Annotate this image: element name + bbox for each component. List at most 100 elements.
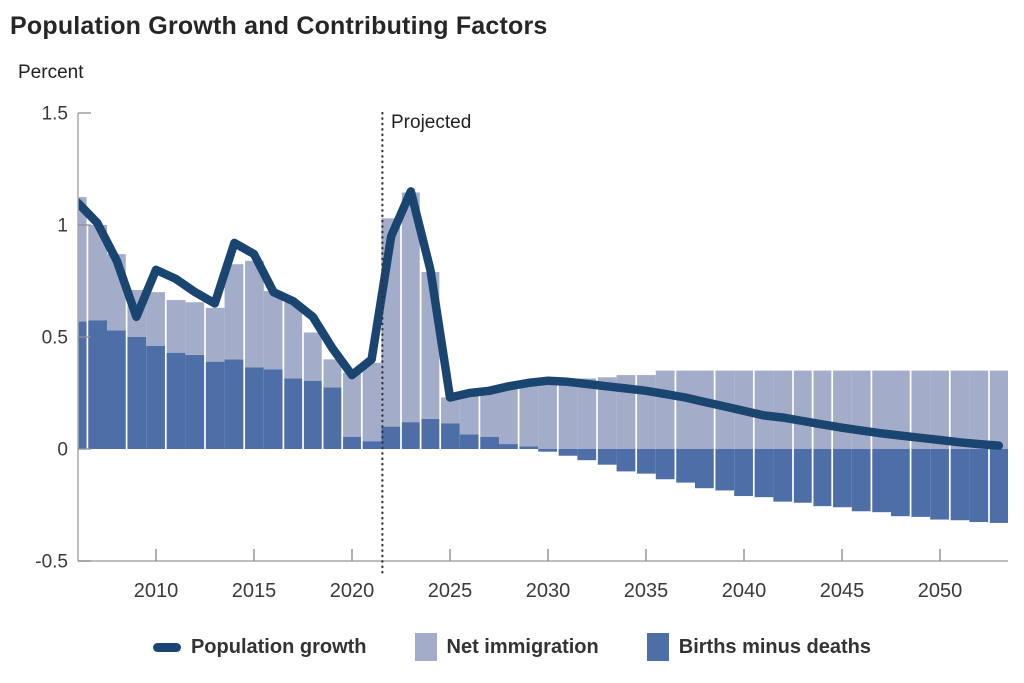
y-tick-label: 0 <box>57 440 68 461</box>
legend-item-population-growth: Population growth <box>152 635 367 659</box>
x-tick-label: 2050 <box>918 580 963 602</box>
bar-births-minus-deaths <box>734 449 754 497</box>
bar-births-minus-deaths <box>224 359 245 449</box>
bar-births-minus-deaths <box>714 449 735 491</box>
x-tick-label: 2040 <box>722 580 767 602</box>
bar-net-immigration <box>361 362 382 442</box>
bar-births-minus-deaths <box>753 449 774 498</box>
bar-births-minus-deaths <box>871 449 891 513</box>
bar-net-immigration <box>930 370 950 449</box>
bar-births-minus-deaths <box>812 449 833 507</box>
legend-label: Net immigration <box>446 635 599 658</box>
projected-label: Projected <box>391 112 472 133</box>
bar-net-immigration <box>283 302 303 379</box>
bar-net-immigration <box>812 370 833 449</box>
bar-net-immigration <box>891 370 911 449</box>
bar-births-minus-deaths <box>577 449 597 461</box>
legend: Population growth Net immigration Births… <box>0 633 1024 661</box>
x-tick-label: 2020 <box>330 580 375 602</box>
bar-births-minus-deaths <box>185 354 205 449</box>
bar-net-immigration <box>440 397 460 424</box>
bar-net-immigration <box>949 370 970 449</box>
bar-net-immigration <box>753 370 774 449</box>
bar-net-immigration <box>832 370 852 449</box>
bar-net-immigration <box>597 377 617 449</box>
bar-births-minus-deaths <box>283 378 303 449</box>
bar-net-immigration <box>342 372 362 437</box>
bar-births-minus-deaths <box>420 418 441 449</box>
bar-net-immigration <box>459 393 480 435</box>
bar-births-minus-deaths <box>303 380 323 449</box>
bar-net-immigration <box>538 378 558 449</box>
bar-births-minus-deaths <box>401 422 421 449</box>
bar-net-immigration <box>165 300 186 353</box>
bar-births-minus-deaths <box>361 441 382 449</box>
bar-net-immigration <box>224 264 245 360</box>
bar-births-minus-deaths <box>636 449 656 474</box>
bar-births-minus-deaths <box>930 449 950 520</box>
x-tick-label: 2015 <box>232 580 277 602</box>
legend-label: Population growth <box>190 635 367 658</box>
legend-item-net-immigration: Net immigration <box>414 633 599 661</box>
bar-births-minus-deaths <box>675 449 695 483</box>
x-tick-label: 2045 <box>820 580 865 602</box>
bar-net-immigration <box>616 375 637 449</box>
y-tick-label: 1 <box>57 216 68 237</box>
x-tick-label: 2035 <box>624 580 669 602</box>
bar-births-minus-deaths <box>244 367 264 449</box>
bar-births-minus-deaths <box>851 449 872 512</box>
bar-net-immigration <box>675 370 695 449</box>
bar-births-minus-deaths <box>381 426 401 449</box>
line-swatch-icon <box>152 642 181 652</box>
bar-births-minus-deaths <box>773 449 793 502</box>
bar-births-minus-deaths <box>695 449 715 489</box>
bar-births-minus-deaths <box>949 449 970 521</box>
net-immigration-swatch-icon <box>414 633 437 661</box>
population-growth-line <box>78 187 1004 450</box>
bar-net-immigration <box>263 291 284 370</box>
x-tick-label: 2010 <box>134 580 179 602</box>
y-tick-label: -0.5 <box>35 552 68 573</box>
x-tick-label: 2030 <box>526 580 571 602</box>
bar-births-minus-deaths <box>557 449 578 456</box>
legend-label: Births minus deaths <box>678 635 872 658</box>
bar-net-immigration <box>87 225 107 321</box>
bar-births-minus-deaths <box>597 449 617 465</box>
bar-births-minus-deaths <box>459 434 480 449</box>
bar-births-minus-deaths <box>146 345 166 449</box>
bar-net-immigration <box>557 378 578 449</box>
legend-item-births-minus-deaths: Births minus deaths <box>646 633 872 661</box>
bar-births-minus-deaths <box>205 361 225 449</box>
bar-net-immigration <box>185 302 205 355</box>
bar-net-immigration <box>244 260 264 368</box>
bar-net-immigration <box>989 370 1008 449</box>
bar-births-minus-deaths <box>78 321 88 449</box>
x-tick-label: 2025 <box>428 580 473 602</box>
bar-births-minus-deaths <box>910 449 931 517</box>
bar-births-minus-deaths <box>440 423 460 449</box>
bar-births-minus-deaths <box>87 320 107 449</box>
bar-net-immigration <box>773 370 793 449</box>
bar-net-immigration <box>969 370 989 449</box>
bar-births-minus-deaths <box>263 369 284 449</box>
bar-net-immigration <box>479 390 499 437</box>
bar-births-minus-deaths <box>499 444 519 449</box>
bar-births-minus-deaths <box>891 449 911 517</box>
bar-births-minus-deaths <box>126 337 147 449</box>
bar-net-immigration <box>910 370 931 449</box>
bar-births-minus-deaths <box>479 436 499 449</box>
bar-net-immigration <box>205 307 225 362</box>
bar-births-minus-deaths <box>518 446 539 449</box>
bars-and-line-group <box>78 187 1008 523</box>
bar-net-immigration <box>851 370 872 449</box>
bar-births-minus-deaths <box>322 387 343 449</box>
y-tick-label: 1.5 <box>42 104 68 125</box>
bar-net-immigration <box>401 192 421 423</box>
bar-net-immigration <box>146 292 166 346</box>
bar-births-minus-deaths <box>538 449 558 452</box>
bar-net-immigration <box>577 378 597 449</box>
bar-net-immigration <box>499 385 519 445</box>
chart-title: Population Growth and Contributing Facto… <box>10 12 548 40</box>
